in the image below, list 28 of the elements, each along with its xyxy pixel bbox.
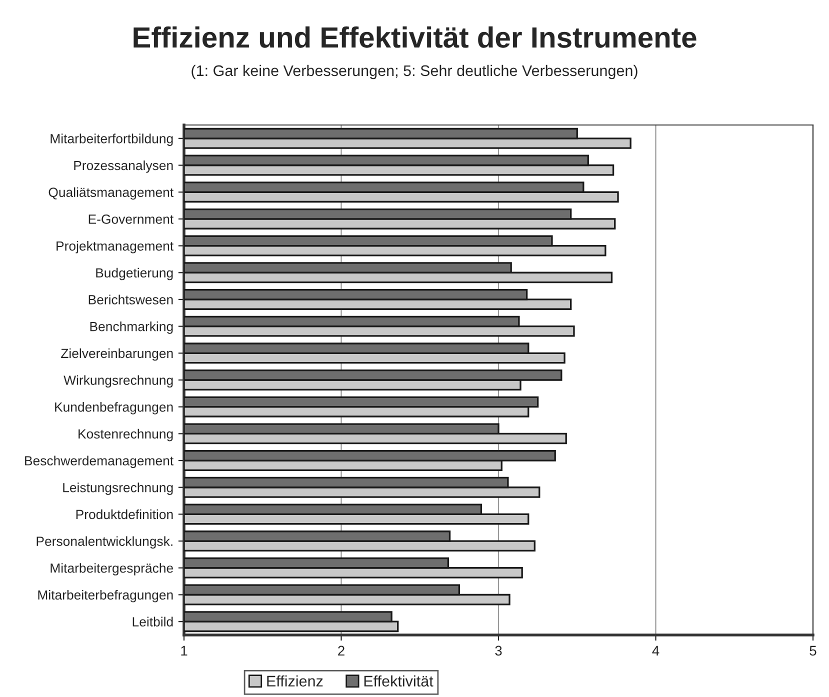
y-tick-label: Beschwerdemanagement xyxy=(25,456,174,468)
y-tick-label: Qualiätsmanagement xyxy=(48,187,174,200)
y-tick-label: Projektmanagement xyxy=(56,241,174,254)
y-tick-label: Leitbild xyxy=(132,616,173,626)
x-tick-label: 5 xyxy=(810,646,816,656)
y-tick-label: Budgetierung xyxy=(96,268,173,280)
y-tick-label: Berichtswesen xyxy=(88,294,173,304)
chart-title: Effizienz und Effektivität der Instrumente xyxy=(134,26,696,48)
x-tick-label: 2 xyxy=(338,646,344,656)
y-tick-label: E-Government xyxy=(88,214,174,224)
chart-subtitle: (1: Gar keine Verbesserungen; 5: Sehr deutliche Verbesserungen) xyxy=(192,64,638,80)
y-tick-label: Mitarbeiterfortbildung xyxy=(50,134,173,146)
y-tick-label: Produktdefinition xyxy=(76,509,173,520)
y-tick-label: Wirkungsrechnung xyxy=(64,375,173,388)
y-tick-label: Kostenrechnung xyxy=(78,428,173,442)
y-tick-label: Benchmarking xyxy=(90,322,173,334)
legend-label: Effizienz xyxy=(267,675,323,687)
y-tick-label: Mitarbeiterbefragungen xyxy=(38,590,173,602)
y-tick-label: Personalentwicklungsk. xyxy=(36,536,172,549)
y-tick-label: Kundenbefragungen xyxy=(55,402,173,414)
y-tick-label: Zielvereinbarungen xyxy=(61,348,173,361)
x-tick-label: 3 xyxy=(495,646,502,656)
y-tick-label: Prozessanalysen xyxy=(74,160,173,173)
legend-label: Effektivität xyxy=(364,675,434,687)
x-tick-label: 1 xyxy=(181,646,188,656)
y-tick-label: Mitarbeitergespräche xyxy=(50,563,174,576)
y-tick-label: Leistungsrechnung xyxy=(63,482,173,495)
x-tick-label: 4 xyxy=(652,646,660,656)
